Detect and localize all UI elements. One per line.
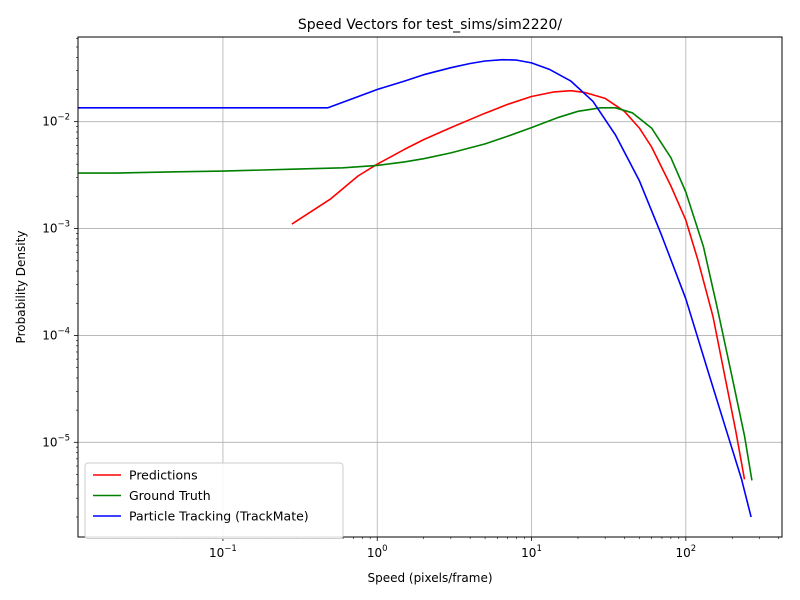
chart-title: Speed Vectors for test_sims/sim2220/ <box>298 17 563 33</box>
series-line-particle-tracking-trackmate <box>78 58 752 518</box>
x-tick-label: 100 <box>367 544 388 560</box>
legend: Predictions Ground Truth Particle Tracking… <box>84 462 344 539</box>
x-tick-label: 102 <box>675 544 696 560</box>
x-tick-label: 10−1 <box>209 544 237 560</box>
y-tick-label: 10−2 <box>42 113 70 129</box>
legend-label-particle-tracking-trackmate: Particle Tracking (TrackMate) <box>129 509 309 524</box>
y-tick-label: 10−4 <box>42 326 70 342</box>
grid <box>78 37 782 537</box>
x-tick-label: 101 <box>521 544 542 560</box>
ticks: 10−1 100 101 102 10−5 10−4 10−3 10−2 <box>42 113 696 560</box>
y-tick-label: 10−5 <box>42 433 70 449</box>
y-tick-label: 10−3 <box>42 220 70 236</box>
plot-frame <box>77 36 783 538</box>
legend-box <box>84 462 344 539</box>
legend-label-ground-truth: Ground Truth <box>129 488 211 503</box>
legend-label-predictions: Predictions <box>129 468 198 483</box>
y-axis-label: Probability Density <box>14 231 28 344</box>
series-line-predictions <box>291 89 746 480</box>
series <box>78 58 753 518</box>
series-line-ground-truth <box>78 107 753 481</box>
x-axis-label: Speed (pixels/frame) <box>367 571 492 585</box>
